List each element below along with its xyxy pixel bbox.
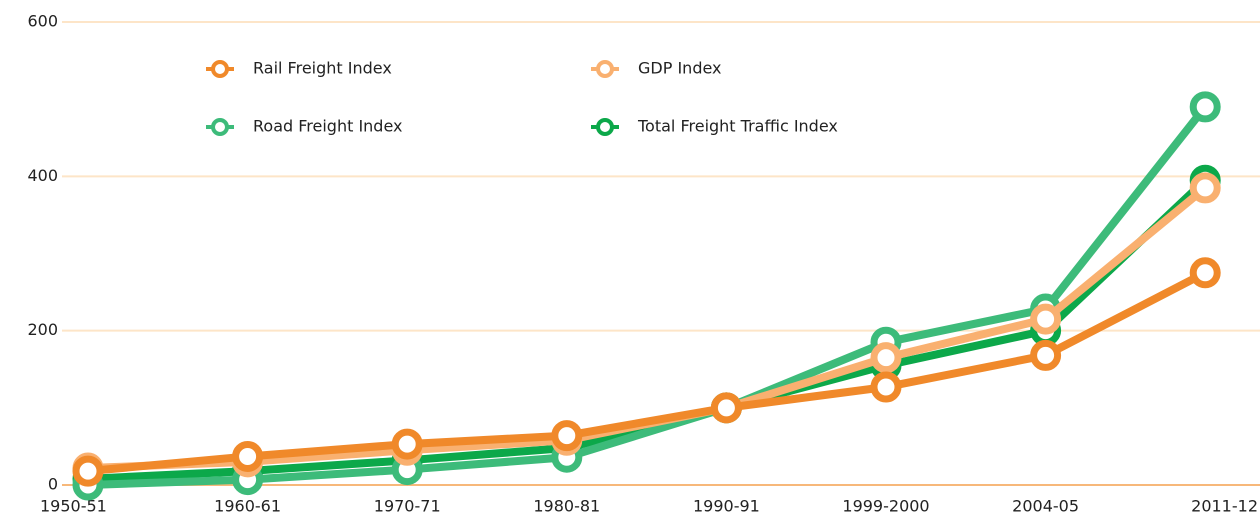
- legend-label: GDP Index: [638, 59, 722, 78]
- point: [1189, 91, 1221, 123]
- point: [1189, 257, 1221, 289]
- point: [1030, 303, 1062, 335]
- point: [1189, 172, 1221, 204]
- point: [1030, 339, 1062, 371]
- x-tick-label: 2011-12: [1191, 497, 1258, 516]
- y-tick-label: 0: [48, 475, 58, 494]
- legend-marker: [596, 60, 614, 78]
- y-tick-label: 400: [27, 166, 58, 185]
- point: [391, 428, 423, 460]
- point: [232, 440, 264, 472]
- x-tick-label: 1970-71: [374, 497, 441, 516]
- x-tick-label: 1980-81: [533, 497, 600, 516]
- series-line: [87, 269, 1208, 476]
- legend-label: Road Freight Index: [253, 117, 403, 136]
- series-line: [87, 104, 1209, 489]
- x-tick-label: 1990-91: [693, 497, 760, 516]
- legend-marker: [596, 118, 614, 136]
- point: [870, 371, 902, 403]
- point: [551, 420, 583, 452]
- point: [72, 455, 104, 487]
- x-tick-label: 1960-61: [214, 497, 281, 516]
- point: [870, 342, 902, 374]
- legend-marker: [211, 118, 229, 136]
- legend-marker: [211, 60, 229, 78]
- y-tick-label: 200: [27, 320, 58, 339]
- legend-label: Rail Freight Index: [253, 59, 392, 78]
- point: [710, 392, 742, 424]
- x-tick-label: 2004-05: [1012, 497, 1079, 516]
- x-tick-label: 1950-51: [40, 497, 107, 516]
- x-tick-label: 1999-2000: [842, 497, 929, 516]
- legend-label: Total Freight Traffic Index: [637, 117, 838, 136]
- y-tick-label: 600: [27, 12, 58, 31]
